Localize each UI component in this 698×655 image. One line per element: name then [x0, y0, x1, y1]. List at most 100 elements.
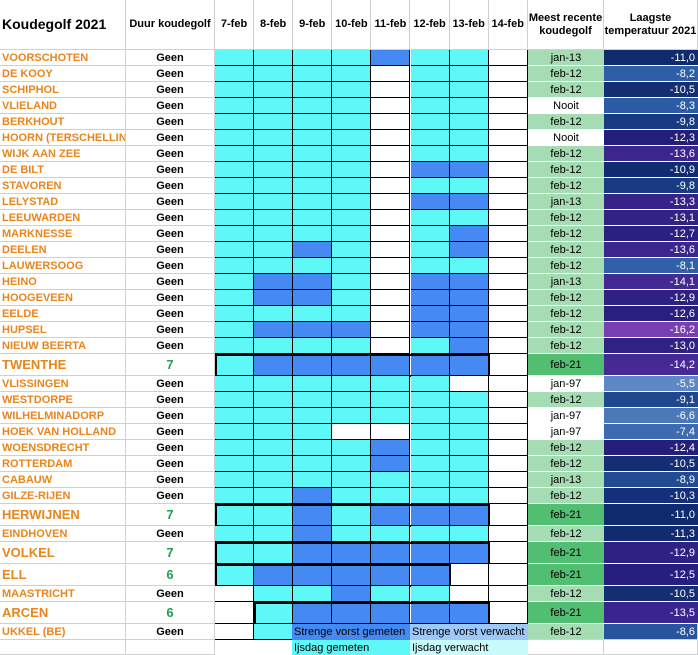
day-cell [332, 194, 372, 210]
day-cell [371, 586, 411, 602]
station-name: BERKHOUT [0, 114, 126, 130]
day-cell [332, 440, 372, 456]
day-cell [293, 542, 333, 564]
day-cell [488, 354, 528, 376]
recent-wave-value: feb-12 [528, 114, 604, 130]
station-name: LAUWERSOOG [0, 258, 126, 274]
day-cell [449, 146, 489, 162]
recent-wave-value: jan-97 [528, 424, 604, 440]
lowest-temp-value: -11,0 [604, 50, 698, 66]
day-cell [332, 376, 372, 392]
day-cell [410, 50, 450, 66]
day-cell [449, 178, 489, 194]
day-cell [332, 424, 372, 440]
lowest-temp-value: -8,1 [604, 258, 698, 274]
day-cell [254, 322, 294, 338]
day-cell [410, 526, 450, 542]
station-name: CABAUW [0, 472, 126, 488]
station-name: VOORSCHOTEN [0, 50, 126, 66]
day-cell [371, 194, 411, 210]
station-name: HERWIJNEN [0, 504, 126, 526]
day-cell [215, 456, 255, 472]
day-cell [254, 602, 294, 624]
recent-wave-value: jan-13 [528, 274, 604, 290]
day-cell [293, 178, 333, 194]
day-cell [254, 456, 294, 472]
station-name: HOOGEVEEN [0, 290, 126, 306]
lowest-temp-value: -13,0 [604, 338, 698, 354]
day-cell [254, 274, 294, 290]
duration-value: Geen [126, 338, 215, 354]
day-cell [410, 146, 450, 162]
day-cell [293, 114, 333, 130]
lowest-temp-value: -12,5 [604, 564, 698, 586]
station-name: EELDE [0, 306, 126, 322]
day-cell [371, 542, 411, 564]
day-cell [332, 50, 372, 66]
day-cell [332, 146, 372, 162]
day-cell [410, 488, 450, 504]
day-cell [449, 472, 489, 488]
day-cell [254, 82, 294, 98]
day-cell [410, 322, 450, 338]
duration-value: Geen [126, 210, 215, 226]
lowest-temp-value: -10,5 [604, 82, 698, 98]
day-cell [410, 66, 450, 82]
day-cell [254, 424, 294, 440]
station-name: WIJK AAN ZEE [0, 146, 126, 162]
lowest-temp-value: -10,5 [604, 586, 698, 602]
lowest-temp-value: -8,2 [604, 66, 698, 82]
day-cell [293, 564, 333, 586]
lowest-temp-value: -5,5 [604, 376, 698, 392]
day-cell [332, 226, 372, 242]
station-name: WILHELMINADORP [0, 408, 126, 424]
day-cell [410, 114, 450, 130]
recent-wave-value: Nooit [528, 98, 604, 114]
day-cell [449, 338, 489, 354]
station-name: VOLKEL [0, 542, 126, 564]
day-cell [449, 392, 489, 408]
lowest-temp-value: -9,8 [604, 178, 698, 194]
day-cell [449, 354, 489, 376]
day-cell [449, 488, 489, 504]
day-cell [254, 376, 294, 392]
station-name: WESTDORPE [0, 392, 126, 408]
duration-value: Geen [126, 258, 215, 274]
day-cell [410, 194, 450, 210]
day-cell [215, 376, 255, 392]
day-cell [215, 130, 255, 146]
day-cell [215, 306, 255, 322]
day-cell [371, 290, 411, 306]
recent-wave-value: feb-12 [528, 242, 604, 258]
duration-value: Geen [126, 50, 215, 66]
recent-wave-value: feb-21 [528, 504, 604, 526]
day-cell [371, 526, 411, 542]
day-header: 12-feb [410, 0, 450, 50]
lowest-temp-value: -14,2 [604, 354, 698, 376]
day-cell [215, 114, 255, 130]
day-cell [293, 82, 333, 98]
day-cell [410, 472, 450, 488]
day-cell [293, 226, 333, 242]
recent-wave-value: feb-12 [528, 226, 604, 242]
station-name: MAASTRICHT [0, 586, 126, 602]
day-cell [488, 542, 528, 564]
recent-wave-value: feb-12 [528, 488, 604, 504]
day-cell [449, 210, 489, 226]
recent-wave-value: feb-12 [528, 586, 604, 602]
day-cell [488, 526, 528, 542]
duration-value: Geen [126, 376, 215, 392]
day-cell [332, 242, 372, 258]
day-cell [293, 242, 333, 258]
day-cell [332, 66, 372, 82]
recent-wave-value: feb-21 [528, 354, 604, 376]
lowest-temp-value: -10,5 [604, 456, 698, 472]
duration-value: Geen [126, 440, 215, 456]
recent-wave-value: feb-12 [528, 146, 604, 162]
lowest-header: Laagste temperatuur 2021 [604, 0, 698, 50]
day-cell [254, 624, 294, 640]
day-header: 14-feb [488, 0, 528, 50]
recent-wave-value: jan-97 [528, 408, 604, 424]
station-name: TWENTHE [0, 354, 126, 376]
day-cell [410, 98, 450, 114]
